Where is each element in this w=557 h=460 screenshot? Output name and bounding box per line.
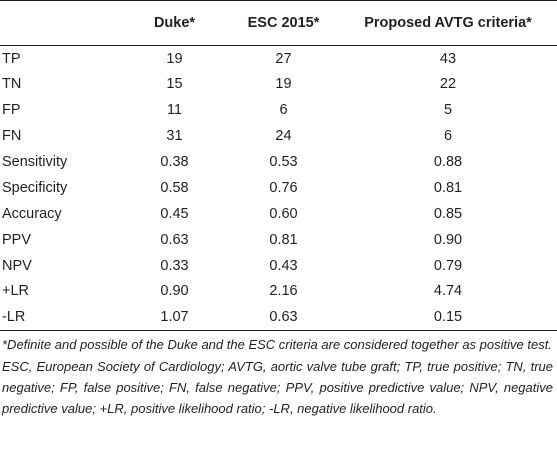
table-row: PPV 0.63 0.81 0.90 xyxy=(0,227,557,253)
cell-duke: 0.33 xyxy=(160,257,189,274)
cell-esc: 27 xyxy=(275,50,292,67)
cell-avtg: 4.74 xyxy=(433,283,463,300)
header-empty-cell xyxy=(0,0,121,46)
cell-avtg: 6 xyxy=(443,128,453,145)
cell-duke: 0.63 xyxy=(160,231,189,248)
table-row: TP 19 27 43 xyxy=(0,46,557,72)
cell-esc: 24 xyxy=(275,128,292,145)
header-duke: Duke* xyxy=(121,0,228,46)
row-label: Sensitivity xyxy=(2,154,68,170)
table-row: FP 11 6 5 xyxy=(0,97,557,123)
table-row: TN 15 19 22 xyxy=(0,71,557,97)
table-row: Sensitivity 0.38 0.53 0.88 xyxy=(0,149,557,175)
cell-avtg: 22 xyxy=(439,76,457,93)
cell-esc: 19 xyxy=(275,76,292,93)
cell-esc: 0.43 xyxy=(269,257,298,274)
cell-avtg: 0.15 xyxy=(339,304,557,331)
cell-duke: 31 xyxy=(166,128,183,145)
row-label: Specificity xyxy=(2,179,68,196)
table-row: Specificity 0.58 0.76 0.81 xyxy=(0,175,557,201)
cell-esc: 0.63 xyxy=(228,304,339,331)
cell-avtg: 5 xyxy=(443,102,453,119)
row-label: FN xyxy=(2,128,22,145)
header-esc-2015: ESC 2015* xyxy=(228,0,339,46)
footnote-abbreviations: ESC, European Society of Cardiology; AVT… xyxy=(2,359,553,416)
cell-avtg: 0.88 xyxy=(433,154,463,170)
cell-duke: 11 xyxy=(166,102,183,119)
cell-avtg: 0.90 xyxy=(433,231,463,248)
cell-duke: 0.45 xyxy=(160,205,189,222)
cell-duke: 0.38 xyxy=(160,154,189,170)
cell-esc: 2.16 xyxy=(269,283,298,300)
row-label: +LR xyxy=(2,283,30,300)
cell-avtg: 0.81 xyxy=(433,179,463,196)
table-row: FN 31 24 6 xyxy=(0,123,557,149)
cell-duke: 0.58 xyxy=(160,179,189,196)
cell-esc: 0.81 xyxy=(269,231,298,248)
cell-avtg: 0.79 xyxy=(433,257,463,274)
diagnostic-performance-table: Duke* ESC 2015* Proposed AVTG criteria* … xyxy=(0,0,557,331)
cell-esc: 0.60 xyxy=(269,205,298,222)
cell-duke: 19 xyxy=(166,50,183,67)
cell-avtg: 0.85 xyxy=(433,205,463,222)
footnote-criteria: *Definite and possible of the Duke and t… xyxy=(2,337,552,352)
row-label: TP xyxy=(2,50,21,67)
row-label: TN xyxy=(2,76,22,93)
row-label: FP xyxy=(2,102,21,119)
table-row: Accuracy 0.45 0.60 0.85 xyxy=(0,201,557,227)
row-label: -LR xyxy=(0,304,121,331)
cell-esc: 6 xyxy=(279,102,288,119)
table-row: +LR 0.90 2.16 4.74 xyxy=(0,279,557,305)
cell-avtg: 43 xyxy=(439,50,457,67)
header-proposed-avtg: Proposed AVTG criteria* xyxy=(339,0,557,46)
table-footnotes: *Definite and possible of the Duke and t… xyxy=(2,334,553,419)
row-label: Accuracy xyxy=(2,205,62,222)
results-table-container: Duke* ESC 2015* Proposed AVTG criteria* … xyxy=(0,0,557,331)
cell-duke: 15 xyxy=(166,76,183,93)
row-label: NPV xyxy=(2,257,32,274)
cell-esc: 0.53 xyxy=(269,154,298,170)
table-row: NPV 0.33 0.43 0.79 xyxy=(0,253,557,279)
table-row: -LR 1.07 0.63 0.15 xyxy=(0,304,557,331)
table-header-row: Duke* ESC 2015* Proposed AVTG criteria* xyxy=(0,0,557,46)
row-label: PPV xyxy=(2,231,32,248)
cell-duke: 0.90 xyxy=(160,283,189,300)
cell-duke: 1.07 xyxy=(121,304,228,331)
cell-esc: 0.76 xyxy=(269,179,298,196)
